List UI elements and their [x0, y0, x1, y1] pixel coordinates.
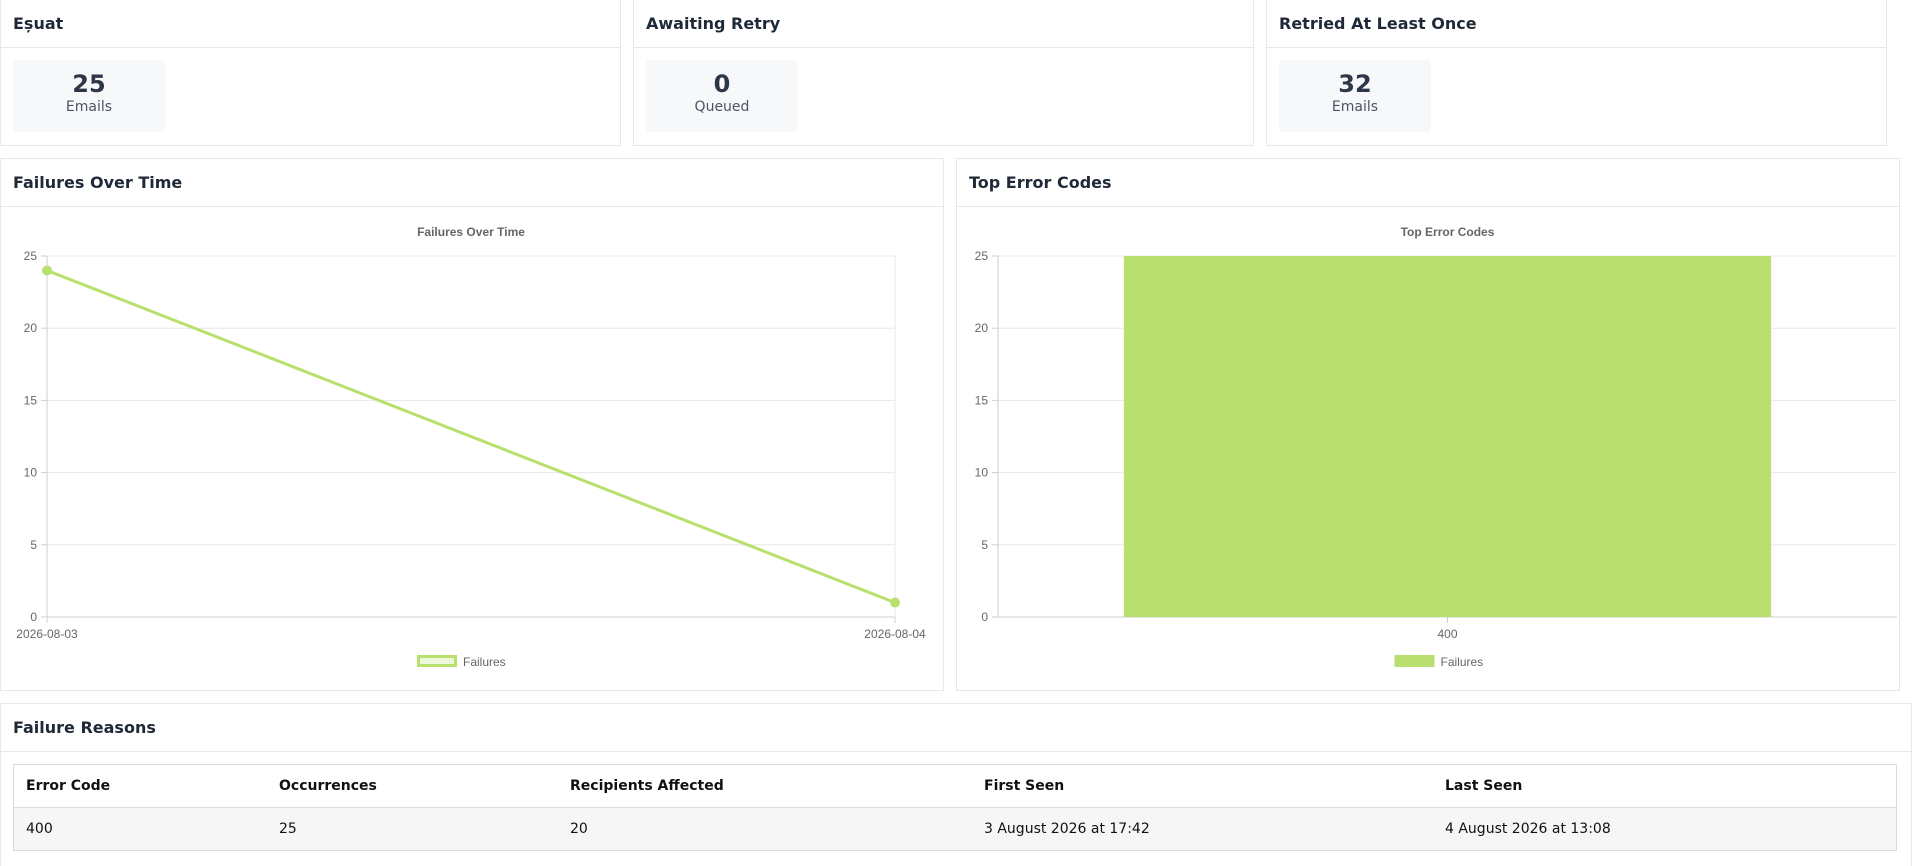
line-chart: Failures Over Time 0 5 10 15 20 25 2026-08-03 20…: [16, 225, 926, 669]
stat-unit-awaiting-retry: Queued: [694, 99, 750, 115]
top-error-codes-title: Top Error Codes: [969, 173, 1112, 192]
chart-title: Failures Over Time: [417, 225, 525, 239]
y-tick-label: 5: [30, 538, 37, 552]
column-header-first-seen[interactable]: First Seen: [972, 765, 1433, 808]
stat-unit-failed: Emails: [65, 99, 113, 115]
bar-chart: Top Error Codes 0 5 10 15 20 25 400 Failures: [975, 225, 1897, 669]
stat-panel-header: Eșuat: [1, 0, 620, 48]
legend-label: Failures: [463, 655, 506, 669]
chart-legend: Failures: [1394, 655, 1484, 669]
y-tick-label: 10: [975, 466, 989, 480]
cell-error-code: 400: [14, 807, 267, 850]
top-error-codes-panel: Top Error Codes Top Error Codes 0 5 10 15 20 2…: [956, 158, 1900, 691]
chart-title: Top Error Codes: [1401, 225, 1495, 239]
chart-legend: Failures: [417, 655, 506, 669]
stat-value-awaiting-retry: 0: [713, 70, 731, 98]
cell-recipients-affected: 20: [558, 807, 972, 850]
series-line-failures: [46, 269, 896, 604]
stat-title-failed: Eșuat: [13, 14, 64, 33]
failure-reasons-title: Failure Reasons: [13, 718, 156, 737]
y-tick-label: 5: [981, 538, 988, 552]
y-tick-label: 15: [975, 393, 989, 407]
x-tick-label: 400: [1437, 627, 1457, 641]
data-point: [42, 265, 52, 276]
y-tick-label: 20: [24, 321, 38, 335]
data-point: [890, 597, 900, 608]
column-header-recipients-affected[interactable]: Recipients Affected: [558, 765, 972, 808]
legend-swatch: [1394, 655, 1435, 667]
y-tick-label: 0: [981, 610, 988, 624]
stat-value-failed: 25: [72, 70, 106, 98]
failures-over-time-panel: Failures Over Time Failures Over Time 0 5 1…: [0, 158, 944, 691]
stat-box-awaiting-retry: 0 Queued: [646, 60, 798, 132]
stat-value-retried: 32: [1338, 70, 1372, 98]
stat-title-awaiting-retry: Awaiting Retry: [646, 14, 781, 33]
stat-panel-retried: Retried At Least Once 32 Emails: [1266, 0, 1887, 146]
failure-reasons-header: Failure Reasons: [1, 704, 1911, 752]
stat-panel-failed: Eșuat 25 Emails: [0, 0, 621, 146]
bar-failures: [1123, 256, 1772, 617]
stat-unit-retried: Emails: [1331, 99, 1379, 115]
cell-last-seen: 4 August 2026 at 13:08: [1433, 807, 1896, 850]
cell-occurrences: 25: [267, 807, 558, 850]
stat-panel-header: Awaiting Retry: [634, 0, 1253, 48]
stat-title-retried: Retried At Least Once: [1279, 14, 1477, 33]
legend-label: Failures: [1441, 655, 1484, 669]
stat-panel-awaiting-retry: Awaiting Retry 0 Queued: [633, 0, 1254, 146]
failure-reasons-table: Error Code Occurrences Recipients Affect…: [14, 765, 1896, 850]
y-tick-label: 15: [24, 393, 38, 407]
x-tick-label: 2026-08-03: [16, 627, 78, 641]
x-tick-label: 2026-08-04: [864, 627, 926, 641]
table-row: 400 25 20 3 August 2026 at 17:42 4 Augus…: [14, 807, 1896, 850]
column-header-error-code[interactable]: Error Code: [14, 765, 267, 808]
y-tick-label: 25: [975, 249, 989, 263]
cell-first-seen: 3 August 2026 at 17:42: [972, 807, 1433, 850]
y-tick-label: 10: [24, 466, 38, 480]
legend-swatch: [417, 655, 457, 667]
top-error-codes-header: Top Error Codes: [957, 159, 1899, 207]
stat-panel-header: Retried At Least Once: [1267, 0, 1886, 48]
y-tick-label: 25: [24, 249, 38, 263]
y-tick-label: 20: [975, 321, 989, 335]
table-header-row: Error Code Occurrences Recipients Affect…: [14, 765, 1896, 808]
failure-reasons-table-wrap: Error Code Occurrences Recipients Affect…: [13, 764, 1897, 851]
failures-over-time-header: Failures Over Time: [1, 159, 943, 207]
stat-box-failed: 25 Emails: [13, 60, 165, 132]
column-header-last-seen[interactable]: Last Seen: [1433, 765, 1896, 808]
column-header-occurrences[interactable]: Occurrences: [267, 765, 558, 808]
y-tick-label: 0: [30, 610, 37, 624]
failures-over-time-title: Failures Over Time: [13, 173, 183, 192]
failure-reasons-panel: Failure Reasons Error Code Occurrences R…: [0, 703, 1912, 866]
stat-box-retried: 32 Emails: [1279, 60, 1431, 132]
